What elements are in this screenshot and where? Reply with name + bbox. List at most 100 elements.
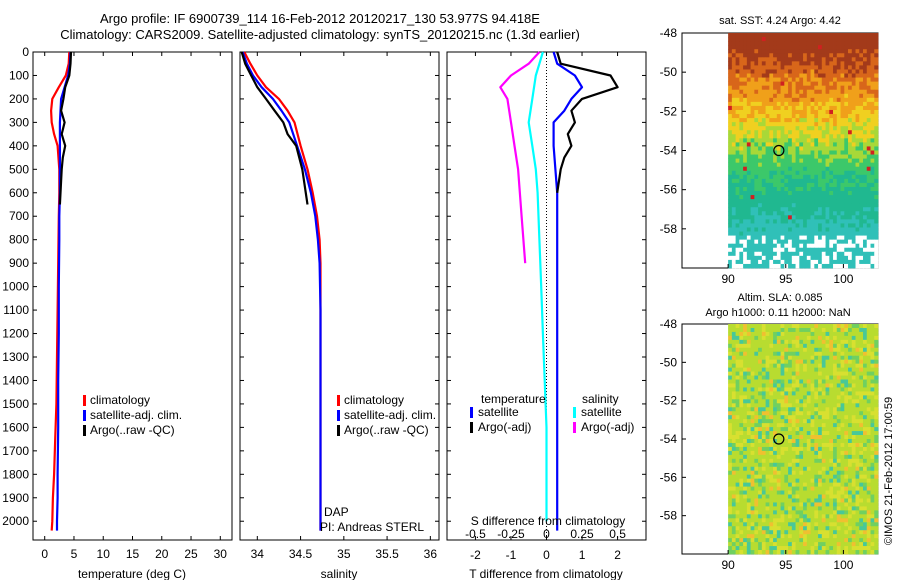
sst-map-cell	[739, 142, 744, 147]
sla-map-cell	[840, 399, 845, 404]
sst-map-cell	[870, 263, 875, 269]
sla-map-cell	[810, 415, 815, 420]
sla-map-cell	[825, 442, 830, 448]
sla-map-cell	[799, 478, 804, 484]
sst-map-cell	[750, 89, 755, 95]
sla-map-cell	[855, 327, 860, 333]
sla-map-cell	[833, 442, 838, 448]
sst-map-cell	[776, 207, 781, 212]
sla-map-cell	[833, 351, 838, 357]
sla-map-cell	[743, 482, 748, 487]
sst-map-cell	[784, 199, 789, 204]
sla-map-cell	[863, 454, 868, 460]
sla-map-cell	[863, 411, 868, 416]
sst-map-cell	[825, 105, 830, 111]
sst-map-cell	[758, 255, 763, 261]
sla-map-cell	[863, 355, 868, 361]
sst-map-cell	[765, 89, 770, 95]
sst-map-cell	[765, 61, 770, 66]
dap-annotation: DAP	[324, 505, 349, 519]
sst-map-cell	[851, 61, 856, 66]
sst-map-cell	[784, 263, 789, 269]
sst-map-cell	[844, 37, 849, 42]
sla-map-cell	[765, 546, 770, 551]
sst-map-cell	[776, 178, 781, 184]
sla-map-cell	[848, 383, 853, 388]
sla-map-cell	[829, 399, 834, 404]
sst-map-cell	[810, 89, 815, 95]
sla-map-cell	[731, 439, 737, 444]
sla-map-cell	[866, 387, 871, 392]
sst-map-cell	[754, 203, 759, 208]
sst-map-cell	[784, 150, 789, 155]
sst-map-cell	[776, 174, 781, 180]
sst-map-cell	[866, 219, 871, 224]
sla-map-cell	[866, 534, 871, 539]
sla-map-cell	[784, 542, 789, 547]
sst-map-cell	[780, 85, 785, 91]
sla-map-cell	[825, 439, 830, 444]
sla-map-cell	[855, 514, 860, 519]
sla-map-cell	[743, 470, 748, 476]
sla-map-cell	[803, 550, 808, 555]
sst-map-cell	[754, 178, 759, 184]
sst-map-cell	[833, 73, 838, 78]
sla-map-cell	[728, 411, 733, 416]
sla-map-cell	[799, 514, 804, 519]
sla-map-cell	[746, 454, 751, 460]
sla-map-cell	[728, 391, 733, 396]
sla-map-cell	[814, 482, 819, 487]
sla-map-cell	[829, 458, 834, 464]
sla-map-cell	[844, 474, 849, 480]
sst-map-cell	[821, 154, 826, 159]
sla-map-cell	[731, 395, 737, 400]
sla-map-cell	[821, 363, 826, 369]
sst-map-cell	[870, 191, 875, 196]
sst-map-cell	[788, 142, 793, 147]
sst-map-cell	[833, 215, 838, 220]
sst-map-cell	[829, 231, 834, 236]
sst-map-cell	[788, 255, 793, 261]
sla-map-cell	[848, 367, 853, 372]
sst-map-cell	[870, 85, 875, 91]
sla-map-cell	[863, 339, 868, 345]
sst-map-cell	[810, 166, 815, 172]
sla-map-cell	[746, 367, 751, 372]
sst-map-cell	[799, 166, 804, 172]
sla-map-cell	[840, 375, 845, 380]
sst-map-cell	[728, 219, 733, 224]
sla-map-cell	[743, 371, 748, 376]
sla-map-cell	[851, 347, 856, 353]
sla-map-cell	[874, 510, 879, 515]
sla-map-cell	[806, 415, 811, 420]
sla-map-cell	[810, 383, 815, 388]
sst-map-cell	[851, 126, 856, 131]
sla-map-cell	[818, 351, 823, 357]
sla-map-cell	[773, 383, 778, 388]
sla-map-cell	[773, 371, 778, 376]
sla-map-cell	[735, 446, 740, 452]
sla-map-cell	[739, 498, 744, 503]
sst-map-cell	[728, 105, 733, 111]
sst-map-cell	[874, 122, 879, 127]
sla-map-cell	[844, 355, 849, 361]
sla-map-cell	[836, 498, 841, 503]
sst-map-cell	[803, 207, 808, 212]
sla-map-cell	[863, 403, 868, 408]
sst-map-cell	[795, 231, 800, 236]
sla-map-cell	[810, 371, 815, 376]
sla-map-cell	[754, 395, 759, 400]
sla-map-cell	[829, 538, 834, 543]
sst-map-cell	[803, 77, 808, 83]
sst-map-cell	[855, 182, 860, 188]
sst-map-cell	[780, 170, 785, 176]
sst-map-cell	[833, 243, 838, 249]
sst-map-cell	[780, 174, 785, 180]
sst-map-cell	[825, 227, 830, 232]
sla-map-cell	[731, 399, 737, 404]
sla-map-cell	[855, 375, 860, 380]
sst-map-cell	[784, 97, 789, 103]
sst-map-cell	[788, 150, 793, 155]
sst-map-cell	[750, 195, 755, 200]
sst-map-cell	[754, 142, 759, 147]
